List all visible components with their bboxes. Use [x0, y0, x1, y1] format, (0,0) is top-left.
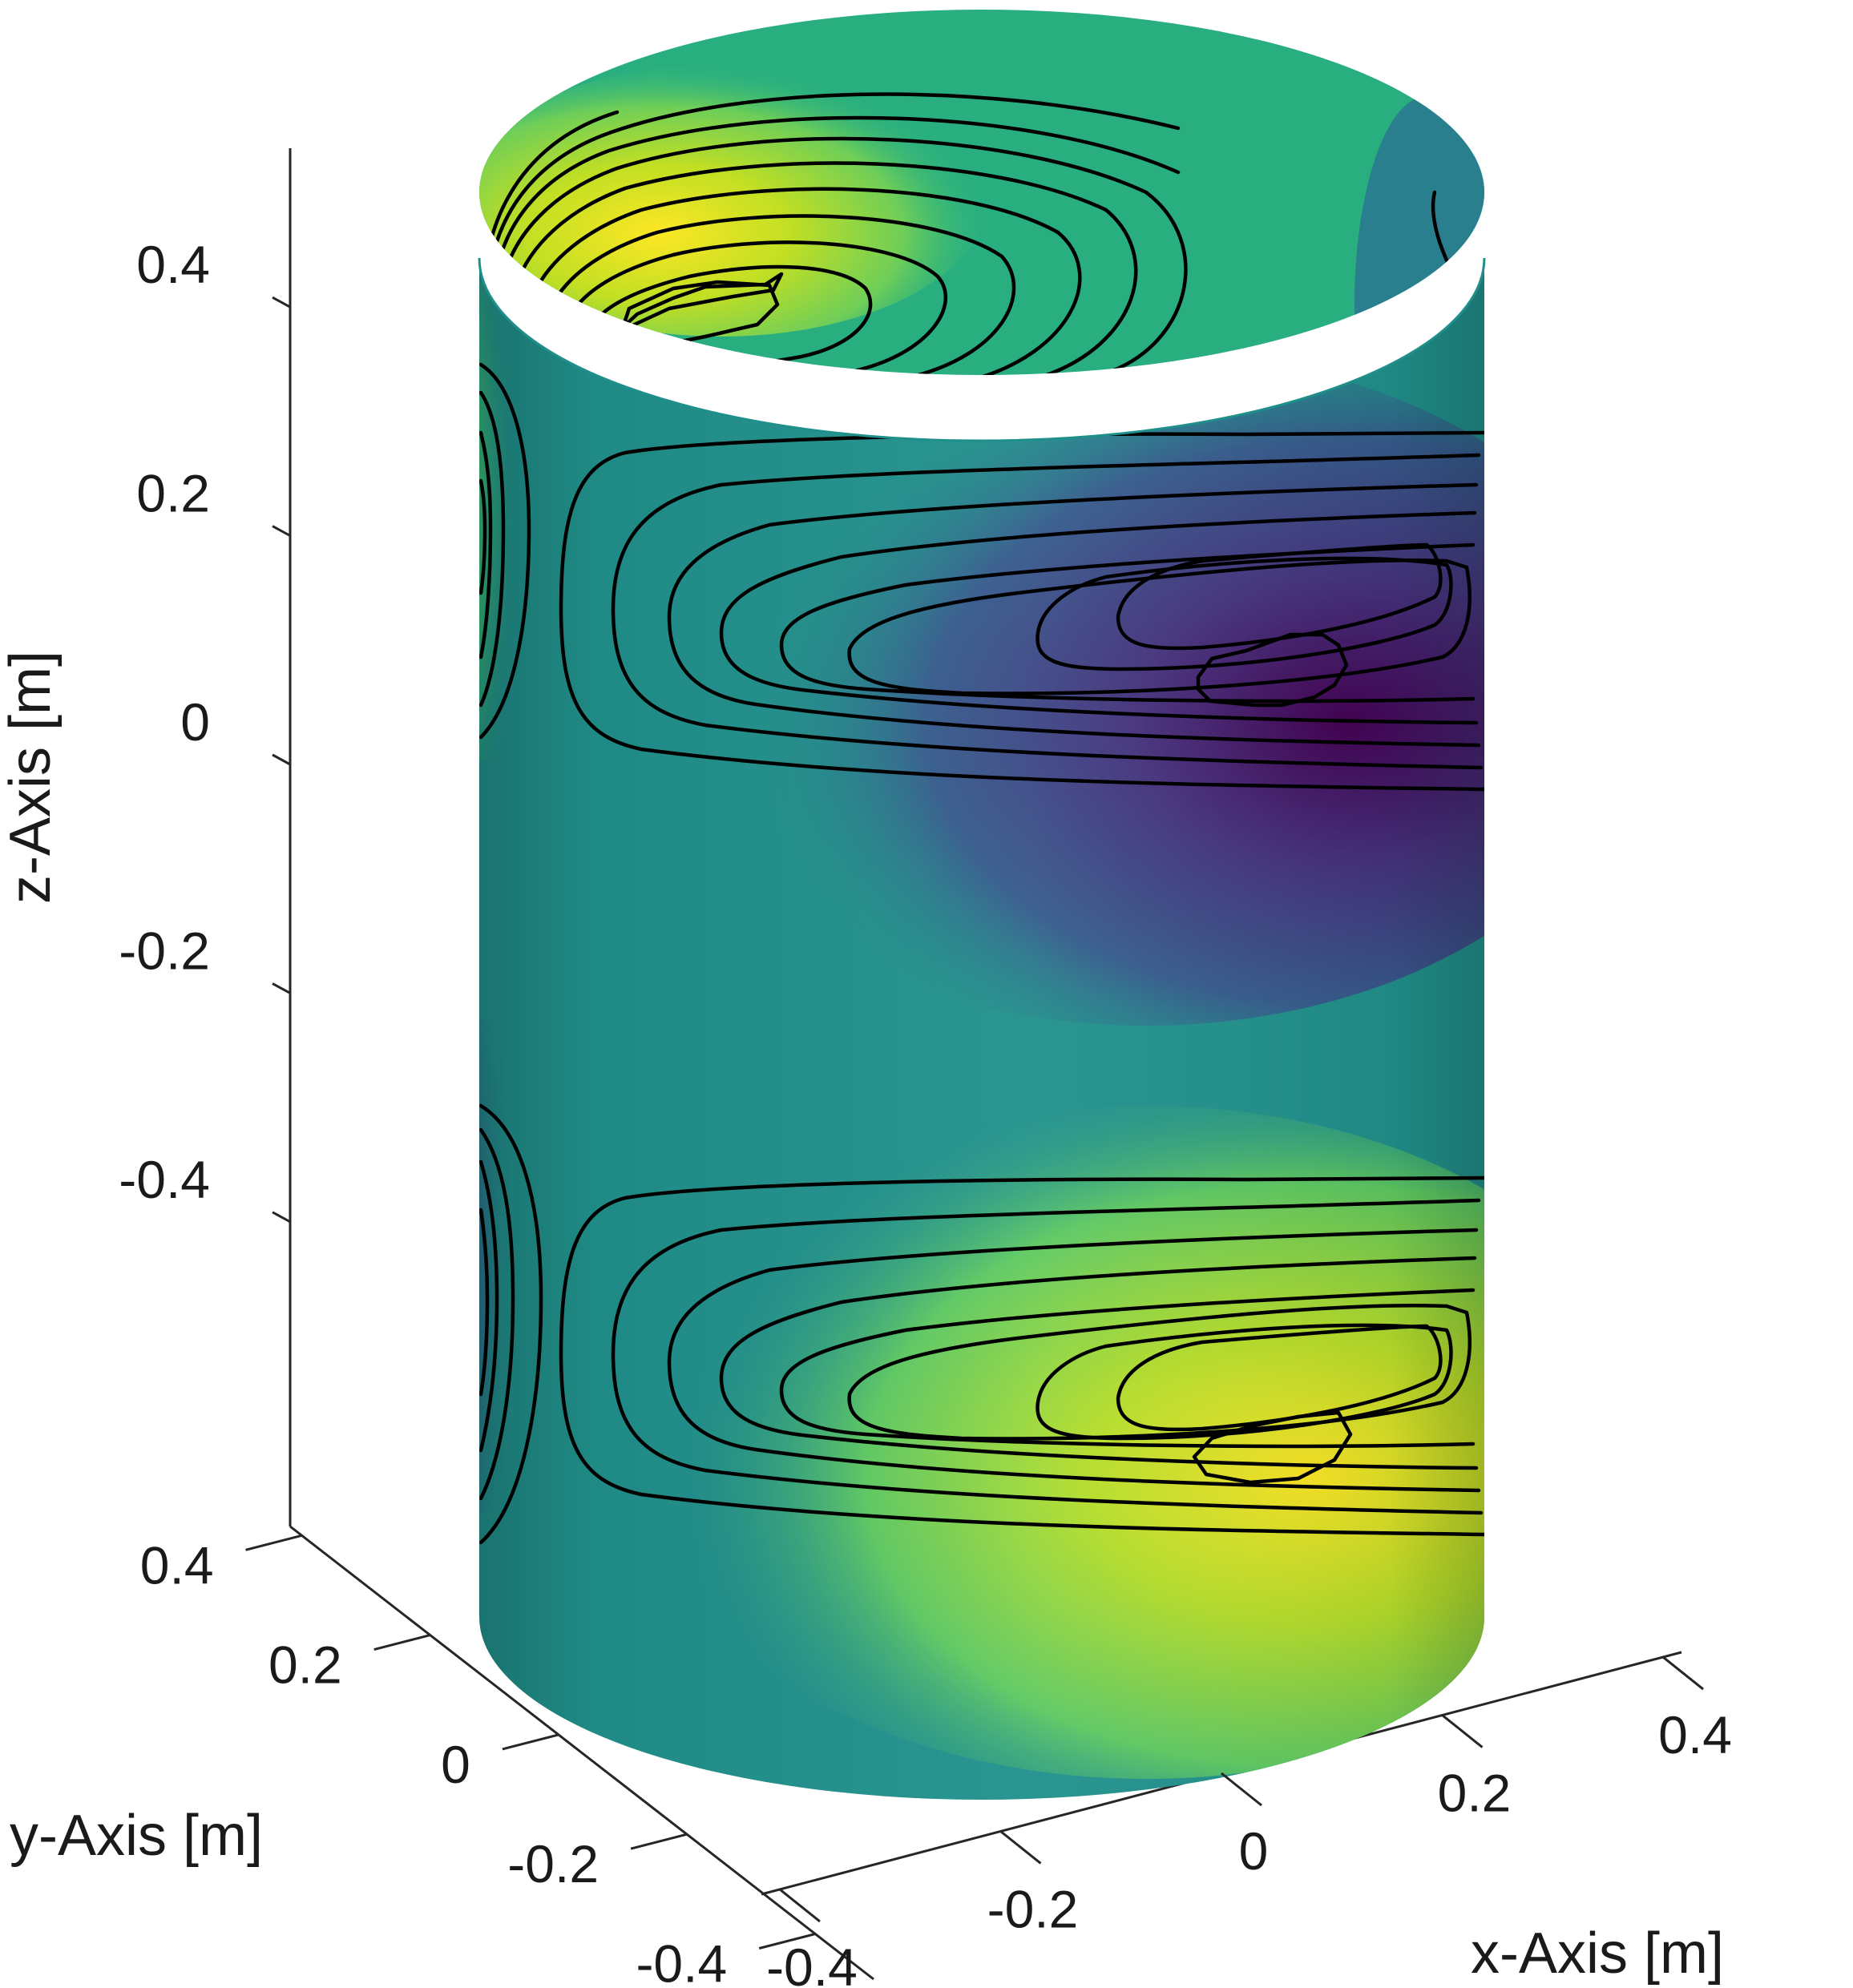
x-tick-label-0p2: 0.2	[1438, 1764, 1512, 1823]
z-axis-ticks: -0.4 -0.2 0 0.2 0.4	[119, 235, 291, 1224]
x-tick-label-0: 0	[1239, 1821, 1269, 1881]
y-tick-label-0p2: 0.2	[268, 1635, 342, 1695]
x-axis-ticks: -0.4 -0.2 0 0.2 0.4	[766, 1655, 1732, 1988]
cylinder-surface	[478, 10, 1486, 1800]
y-tick-0p2	[373, 1634, 431, 1651]
x-tick-neg0p4	[779, 1888, 821, 1923]
z-tick-0p4	[272, 296, 291, 308]
y-tick-neg0p2	[630, 1833, 688, 1850]
z-tick-neg0p2	[272, 982, 291, 994]
y-tick-0p4	[245, 1534, 302, 1551]
y-tick-label-neg0p2: -0.2	[507, 1834, 599, 1893]
y-tick-0	[502, 1733, 559, 1751]
z-tick-0p2	[272, 525, 291, 537]
x-tick-label-neg0p4: -0.4	[766, 1938, 858, 1988]
y-tick-label-0p4: 0.4	[140, 1535, 214, 1595]
z-tick-label-neg0p4: -0.4	[119, 1150, 210, 1209]
x-tick-neg0p2	[999, 1830, 1042, 1865]
y-tick-label-0: 0	[441, 1735, 470, 1794]
cylinder-top-rim	[478, 257, 1486, 442]
x-tick-0	[1221, 1772, 1262, 1807]
z-axis-label: z-Axis [m]	[0, 651, 63, 904]
x-tick-label-0p4: 0.4	[1658, 1705, 1732, 1764]
cylinder-outer-wall	[479, 258, 1484, 1800]
z-tick-0	[272, 753, 291, 766]
x-tick-0p4	[1662, 1655, 1704, 1691]
y-tick-neg0p4	[758, 1933, 816, 1950]
x-tick-label-neg0p2: -0.2	[987, 1879, 1079, 1938]
y-axis-ticks: -0.4 -0.2 0 0.2 0.4	[140, 1534, 816, 1988]
y-axis-line	[289, 1525, 874, 1981]
y-tick-label-neg0p4: -0.4	[636, 1934, 727, 1988]
z-tick-neg0p4	[272, 1211, 291, 1224]
x-axis-label: x-Axis [m]	[1471, 1921, 1724, 1986]
z-tick-label-neg0p2: -0.2	[119, 921, 210, 980]
z-tick-label-0p2: 0.2	[136, 464, 210, 523]
contours-lower	[479, 1103, 1484, 1545]
y-axis-label: y-Axis [m]	[10, 1804, 263, 1868]
z-tick-label-0p4: 0.4	[136, 235, 210, 294]
contours-upper	[479, 362, 1484, 792]
x-tick-0p2	[1441, 1714, 1484, 1748]
z-tick-label-0: 0	[180, 692, 210, 752]
